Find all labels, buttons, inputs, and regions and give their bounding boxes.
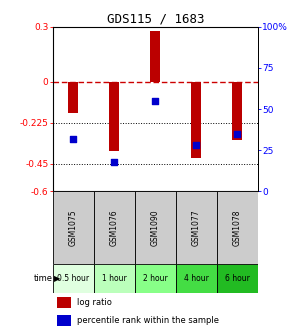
Bar xyxy=(135,191,176,263)
Text: log ratio: log ratio xyxy=(77,298,112,307)
Bar xyxy=(94,191,135,263)
Bar xyxy=(109,82,120,151)
Point xyxy=(153,98,158,103)
Bar xyxy=(68,82,79,113)
Title: GDS115 / 1683: GDS115 / 1683 xyxy=(107,13,204,26)
Text: 2 hour: 2 hour xyxy=(143,274,168,283)
Point xyxy=(235,131,240,136)
Bar xyxy=(176,191,217,263)
Point xyxy=(112,159,117,164)
Text: percentile rank within the sample: percentile rank within the sample xyxy=(77,316,219,325)
Text: 1 hour: 1 hour xyxy=(102,274,127,283)
Bar xyxy=(57,297,71,307)
Text: ▶: ▶ xyxy=(54,274,60,283)
Text: GSM1076: GSM1076 xyxy=(110,209,119,246)
Bar xyxy=(217,191,258,263)
Bar xyxy=(150,31,161,82)
Bar xyxy=(191,82,202,158)
Point xyxy=(71,136,76,141)
Bar xyxy=(57,315,71,326)
Bar xyxy=(217,263,258,293)
Bar xyxy=(94,263,135,293)
Text: GSM1077: GSM1077 xyxy=(192,209,201,246)
Bar xyxy=(53,191,94,263)
Text: time: time xyxy=(34,274,53,283)
Bar xyxy=(53,263,94,293)
Text: GSM1078: GSM1078 xyxy=(233,209,242,246)
Text: GSM1090: GSM1090 xyxy=(151,209,160,246)
Point xyxy=(194,142,199,148)
Bar xyxy=(176,263,217,293)
Bar xyxy=(135,263,176,293)
Text: 0.5 hour: 0.5 hour xyxy=(57,274,89,283)
Text: 4 hour: 4 hour xyxy=(184,274,209,283)
Text: GSM1075: GSM1075 xyxy=(69,209,78,246)
Bar xyxy=(232,82,242,140)
Text: 6 hour: 6 hour xyxy=(225,274,250,283)
